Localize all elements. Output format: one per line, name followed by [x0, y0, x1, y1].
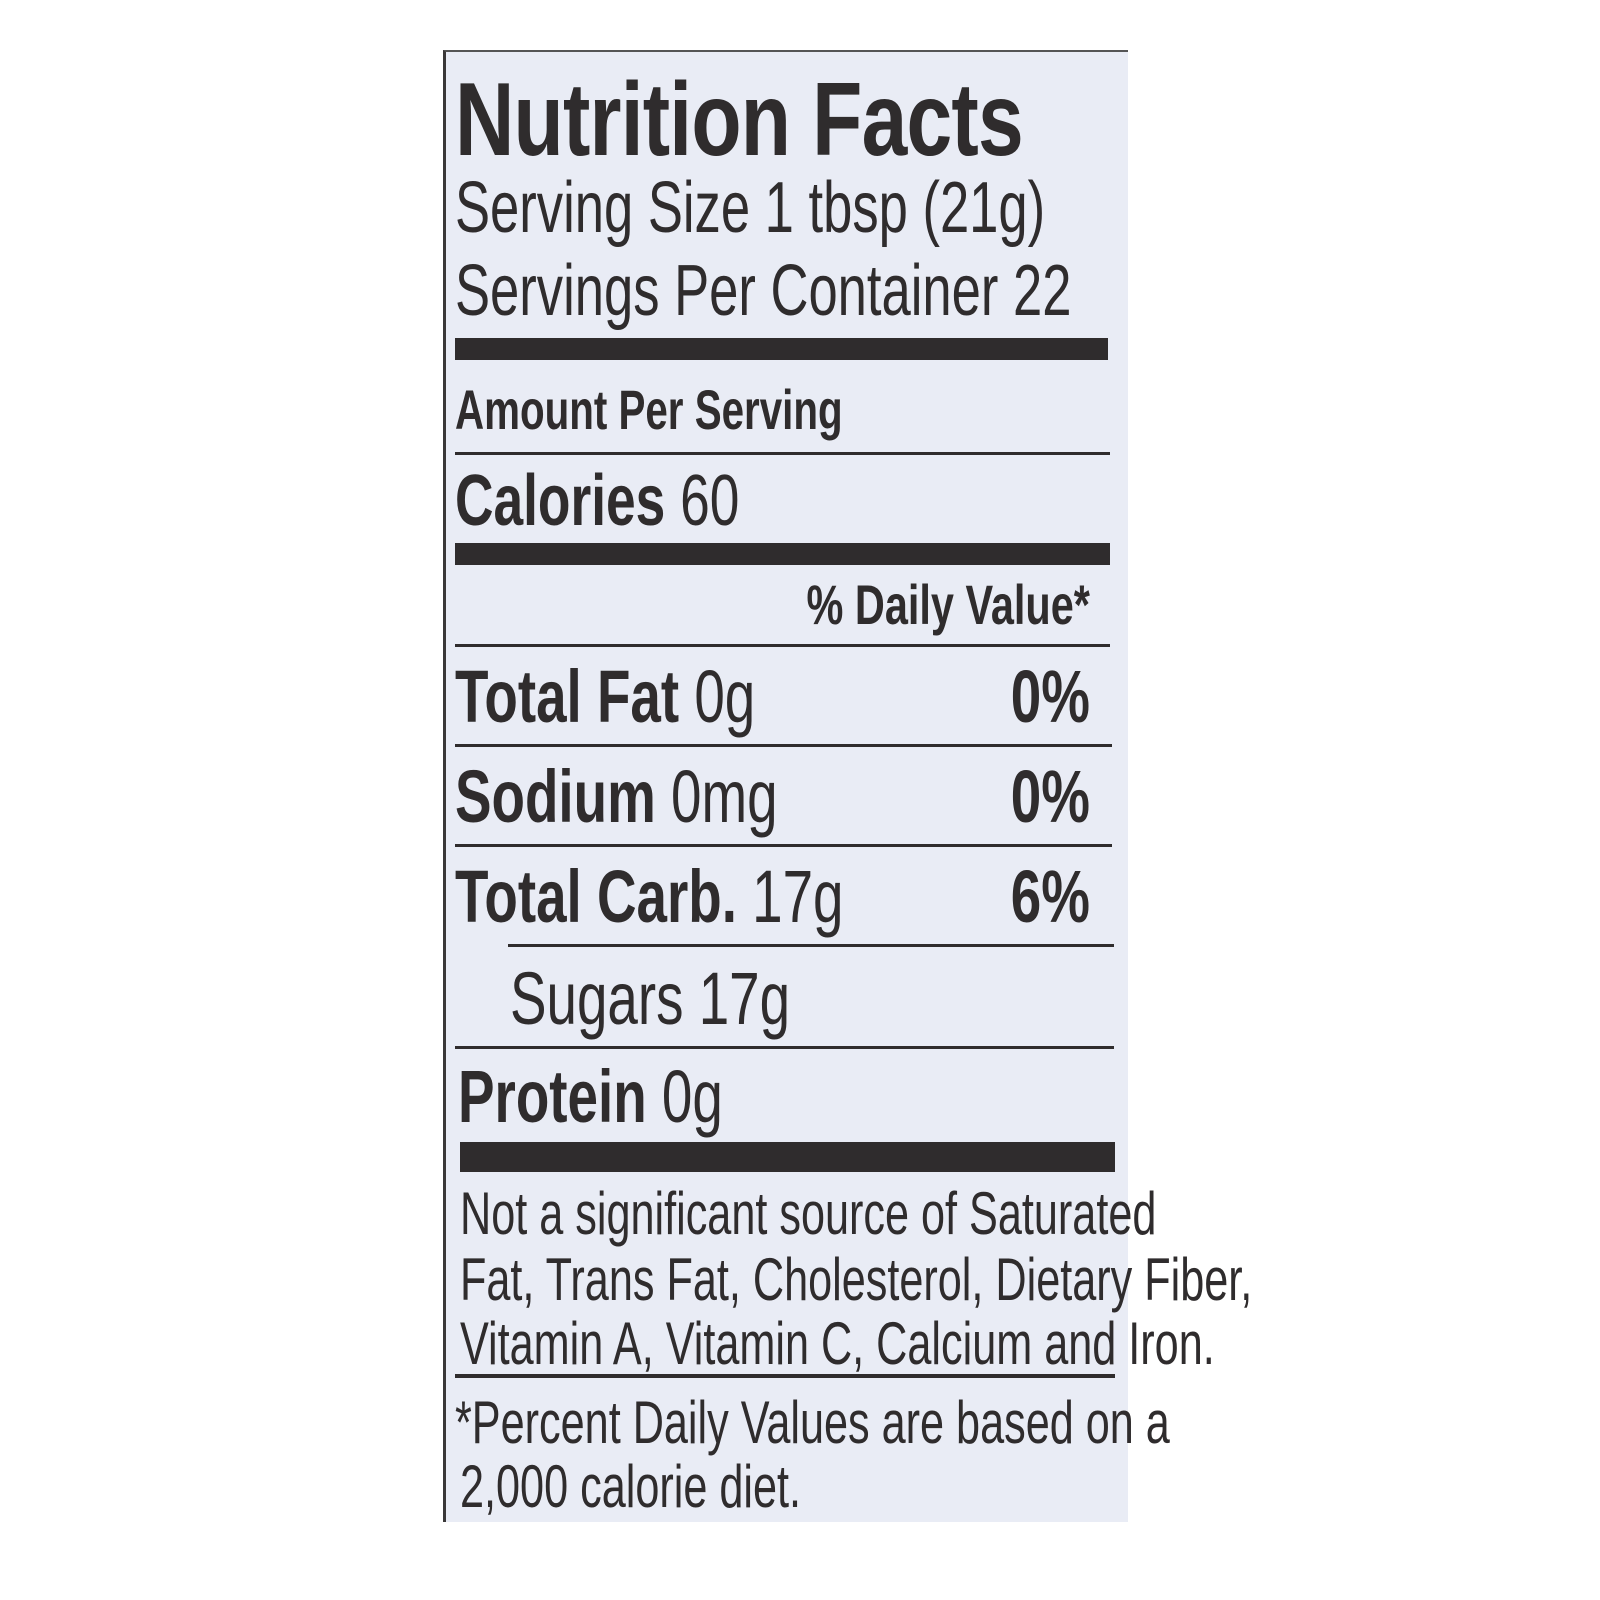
nutrient-label: Total Carb. — [455, 855, 737, 938]
nutrient-label: Sodium — [455, 755, 656, 838]
nutrient-label: Protein — [458, 1055, 647, 1138]
calories-value: 60 — [680, 461, 740, 541]
serving-size: Serving Size 1 tbsp (21g) — [455, 168, 1046, 248]
footnote-line: Vitamin A, Vitamin C, Calcium and Iron. — [460, 1310, 1215, 1377]
thin-divider — [455, 844, 1112, 847]
nutrient-amount: 17g — [698, 957, 791, 1040]
title: Nutrition Facts — [455, 62, 1024, 178]
daily-value-header: % Daily Value* — [806, 573, 1090, 636]
nutrient-amount: 17g — [752, 855, 844, 938]
amount-per-serving: Amount Per Serving — [455, 378, 843, 441]
thick-divider — [455, 338, 1108, 360]
nutrient-row-total-fat: Total Fat 0g — [455, 660, 755, 734]
calories-row: Calories 60 — [455, 465, 739, 537]
nutrient-row-protein: Protein 0g — [458, 1060, 723, 1134]
nutrient-amount: 0g — [694, 655, 756, 738]
dv-note-line: *Percent Daily Values are based on a — [455, 1389, 1170, 1456]
nutrition-label — [443, 50, 1128, 1522]
thin-divider — [455, 744, 1112, 747]
nutrient-dv: 0% — [1010, 655, 1090, 738]
thin-divider — [455, 1046, 1114, 1049]
nutrient-label: Sugars — [510, 957, 684, 1040]
thin-divider — [455, 644, 1110, 647]
nutrient-dv: 6% — [1010, 855, 1090, 938]
servings-per-container: Servings Per Container 22 — [455, 251, 1072, 331]
nutrient-amount: 0g — [661, 1055, 723, 1138]
nutrient-row-sugars: Sugars 17g — [510, 962, 790, 1036]
footnote-line: Fat, Trans Fat, Cholesterol, Dietary Fib… — [460, 1246, 1253, 1313]
thin-divider — [508, 944, 1114, 947]
nutrient-row-total-carb: Total Carb. 17g — [455, 860, 844, 934]
nutrient-amount: 0mg — [670, 755, 778, 838]
dv-note-line: 2,000 calorie diet. — [460, 1453, 802, 1520]
medium-divider — [455, 543, 1110, 565]
nutrient-label: Total Fat — [455, 655, 680, 738]
nutrient-row-sodium: Sodium 0mg — [455, 760, 778, 834]
thin-divider — [455, 1374, 1115, 1378]
footnote-line: Not a significant source of Saturated — [460, 1180, 1157, 1247]
thick-divider — [460, 1142, 1115, 1172]
calories-label: Calories — [455, 461, 666, 541]
nutrient-dv: 0% — [1010, 755, 1090, 838]
thin-divider — [455, 452, 1110, 455]
